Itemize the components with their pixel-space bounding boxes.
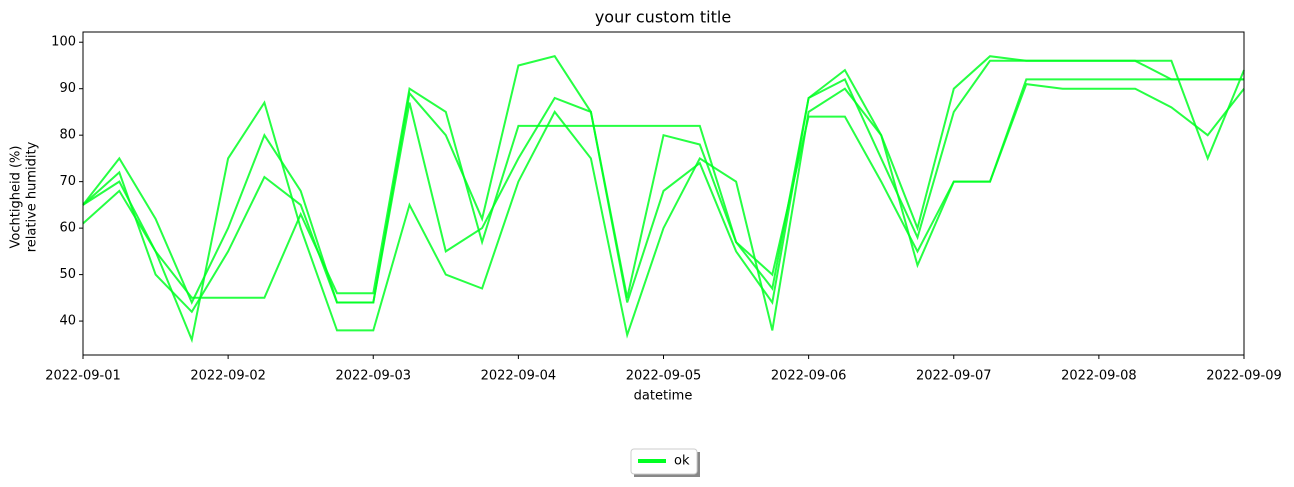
legend-label: ok <box>674 454 690 469</box>
x-tick-label: 2022-09-04 <box>481 369 557 384</box>
x-tick-label: 2022-09-01 <box>45 369 121 384</box>
y-axis-label: relative humidity <box>25 141 40 252</box>
x-tick-label: 2022-09-07 <box>916 369 992 384</box>
line <box>82 55 1244 305</box>
x-tick-label: 2022-09-09 <box>1206 369 1282 384</box>
line <box>82 59 1245 314</box>
y-tick-label: 100 <box>51 35 76 50</box>
x-tick-label: 2022-09-08 <box>1061 369 1137 384</box>
x-tick-label: 2022-09-02 <box>190 369 266 384</box>
y-tick-label: 80 <box>59 128 76 143</box>
line <box>82 78 1244 299</box>
y-axis-label: Vochtigheid (%) <box>9 146 24 249</box>
y-tick-label: 60 <box>59 221 76 236</box>
y-tick-label: 40 <box>59 314 76 329</box>
x-axis-label: datetime <box>634 389 693 404</box>
plot-frame <box>82 31 1245 356</box>
line <box>82 83 1245 344</box>
y-tick-label: 70 <box>59 174 76 189</box>
chart-title: your custom title <box>595 8 731 27</box>
x-tick-label: 2022-09-05 <box>626 369 702 384</box>
x-tick-label: 2022-09-06 <box>771 369 847 384</box>
y-tick-label: 50 <box>59 267 76 282</box>
y-tick-label: 90 <box>59 81 76 96</box>
x-tick-label: 2022-09-03 <box>335 369 411 384</box>
